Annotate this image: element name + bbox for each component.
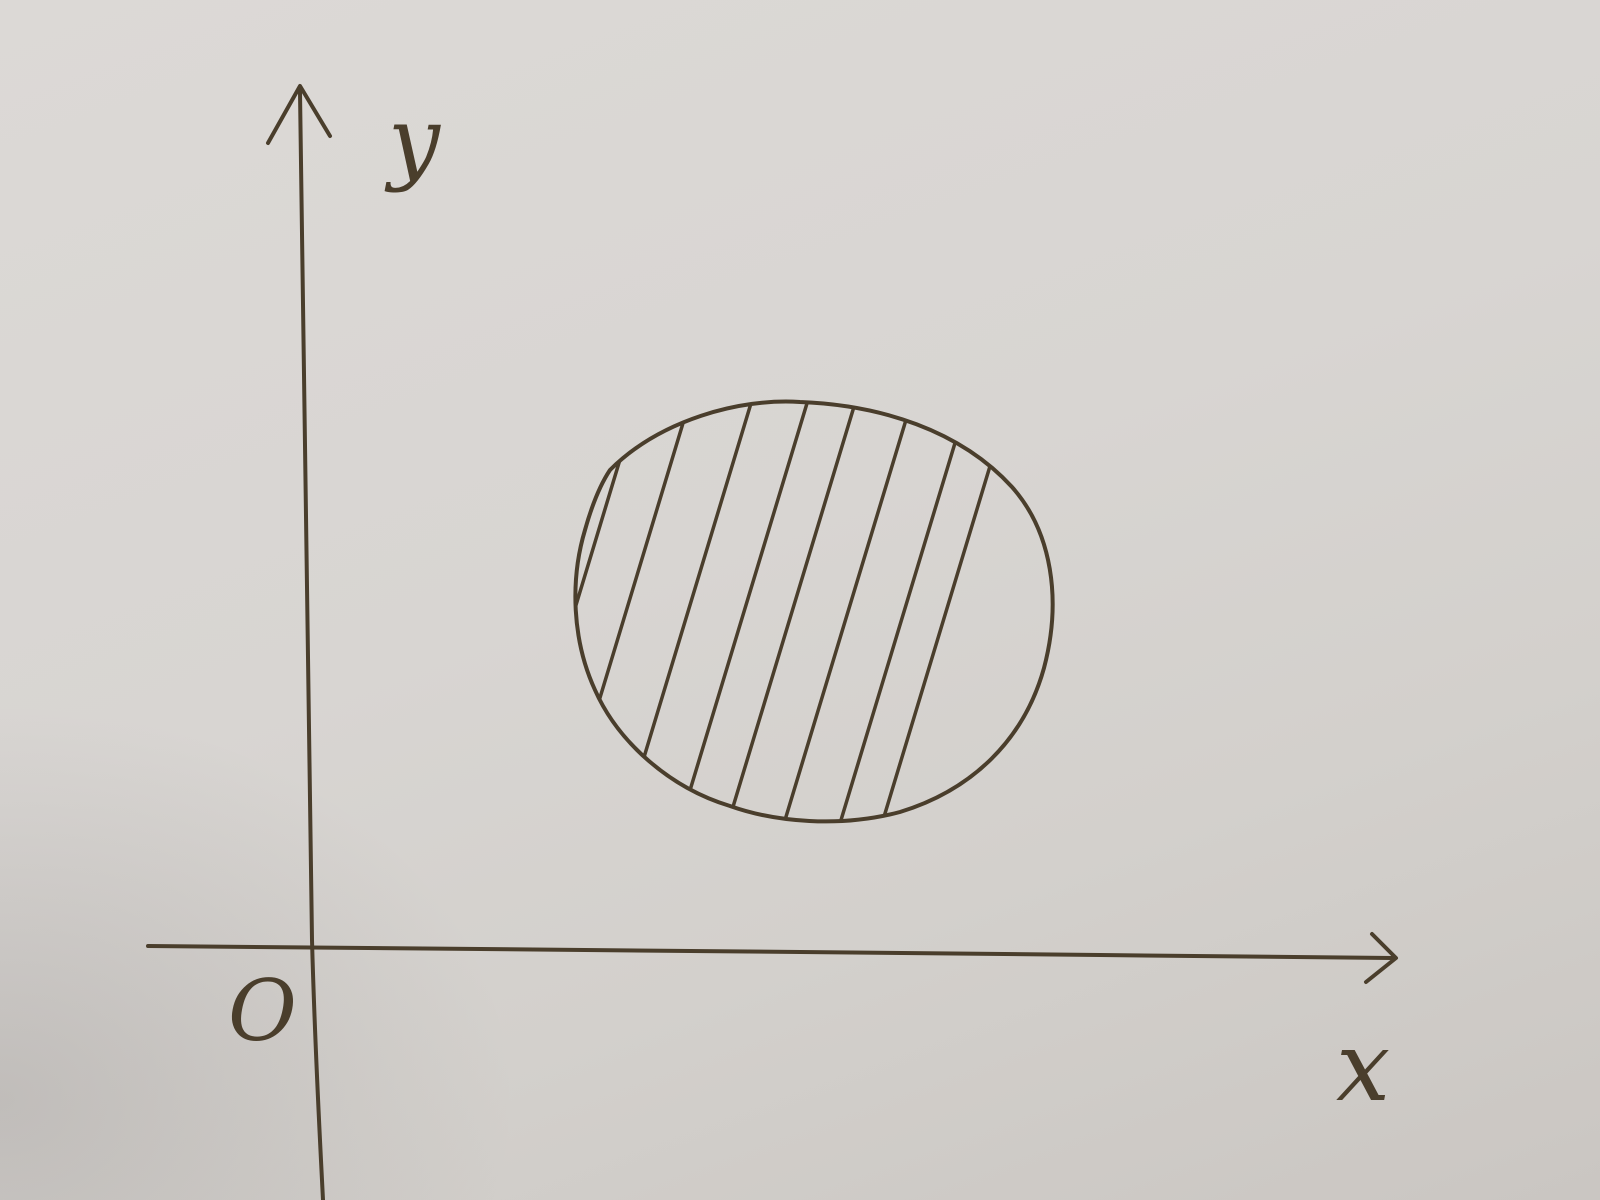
hatch-line — [724, 401, 858, 822]
y-axis — [266, 84, 332, 1200]
hatch-line — [878, 401, 1012, 822]
y-axis-line — [298, 90, 325, 1200]
x-axis-line — [146, 944, 1394, 960]
hatch-line — [676, 401, 810, 822]
origin-label: O — [228, 962, 297, 1060]
region-boundary — [573, 399, 1055, 824]
hatch-line — [575, 401, 692, 822]
y-axis-label: y — [384, 87, 441, 194]
hatch-line — [836, 401, 970, 822]
x-axis-label: x — [1336, 1011, 1390, 1123]
region-hatching — [575, 401, 1012, 822]
hatch-line — [780, 401, 914, 822]
hatch-line — [575, 401, 640, 822]
y-axis-arrowhead — [266, 84, 332, 145]
hatch-line — [620, 401, 754, 822]
shaded-region — [573, 399, 1055, 824]
x-axis-arrowhead — [1364, 932, 1398, 984]
x-axis — [146, 932, 1398, 984]
